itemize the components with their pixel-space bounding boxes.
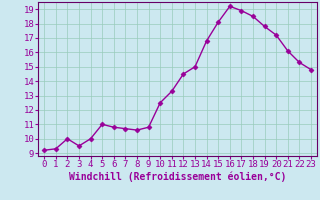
X-axis label: Windchill (Refroidissement éolien,°C): Windchill (Refroidissement éolien,°C) <box>69 172 286 182</box>
